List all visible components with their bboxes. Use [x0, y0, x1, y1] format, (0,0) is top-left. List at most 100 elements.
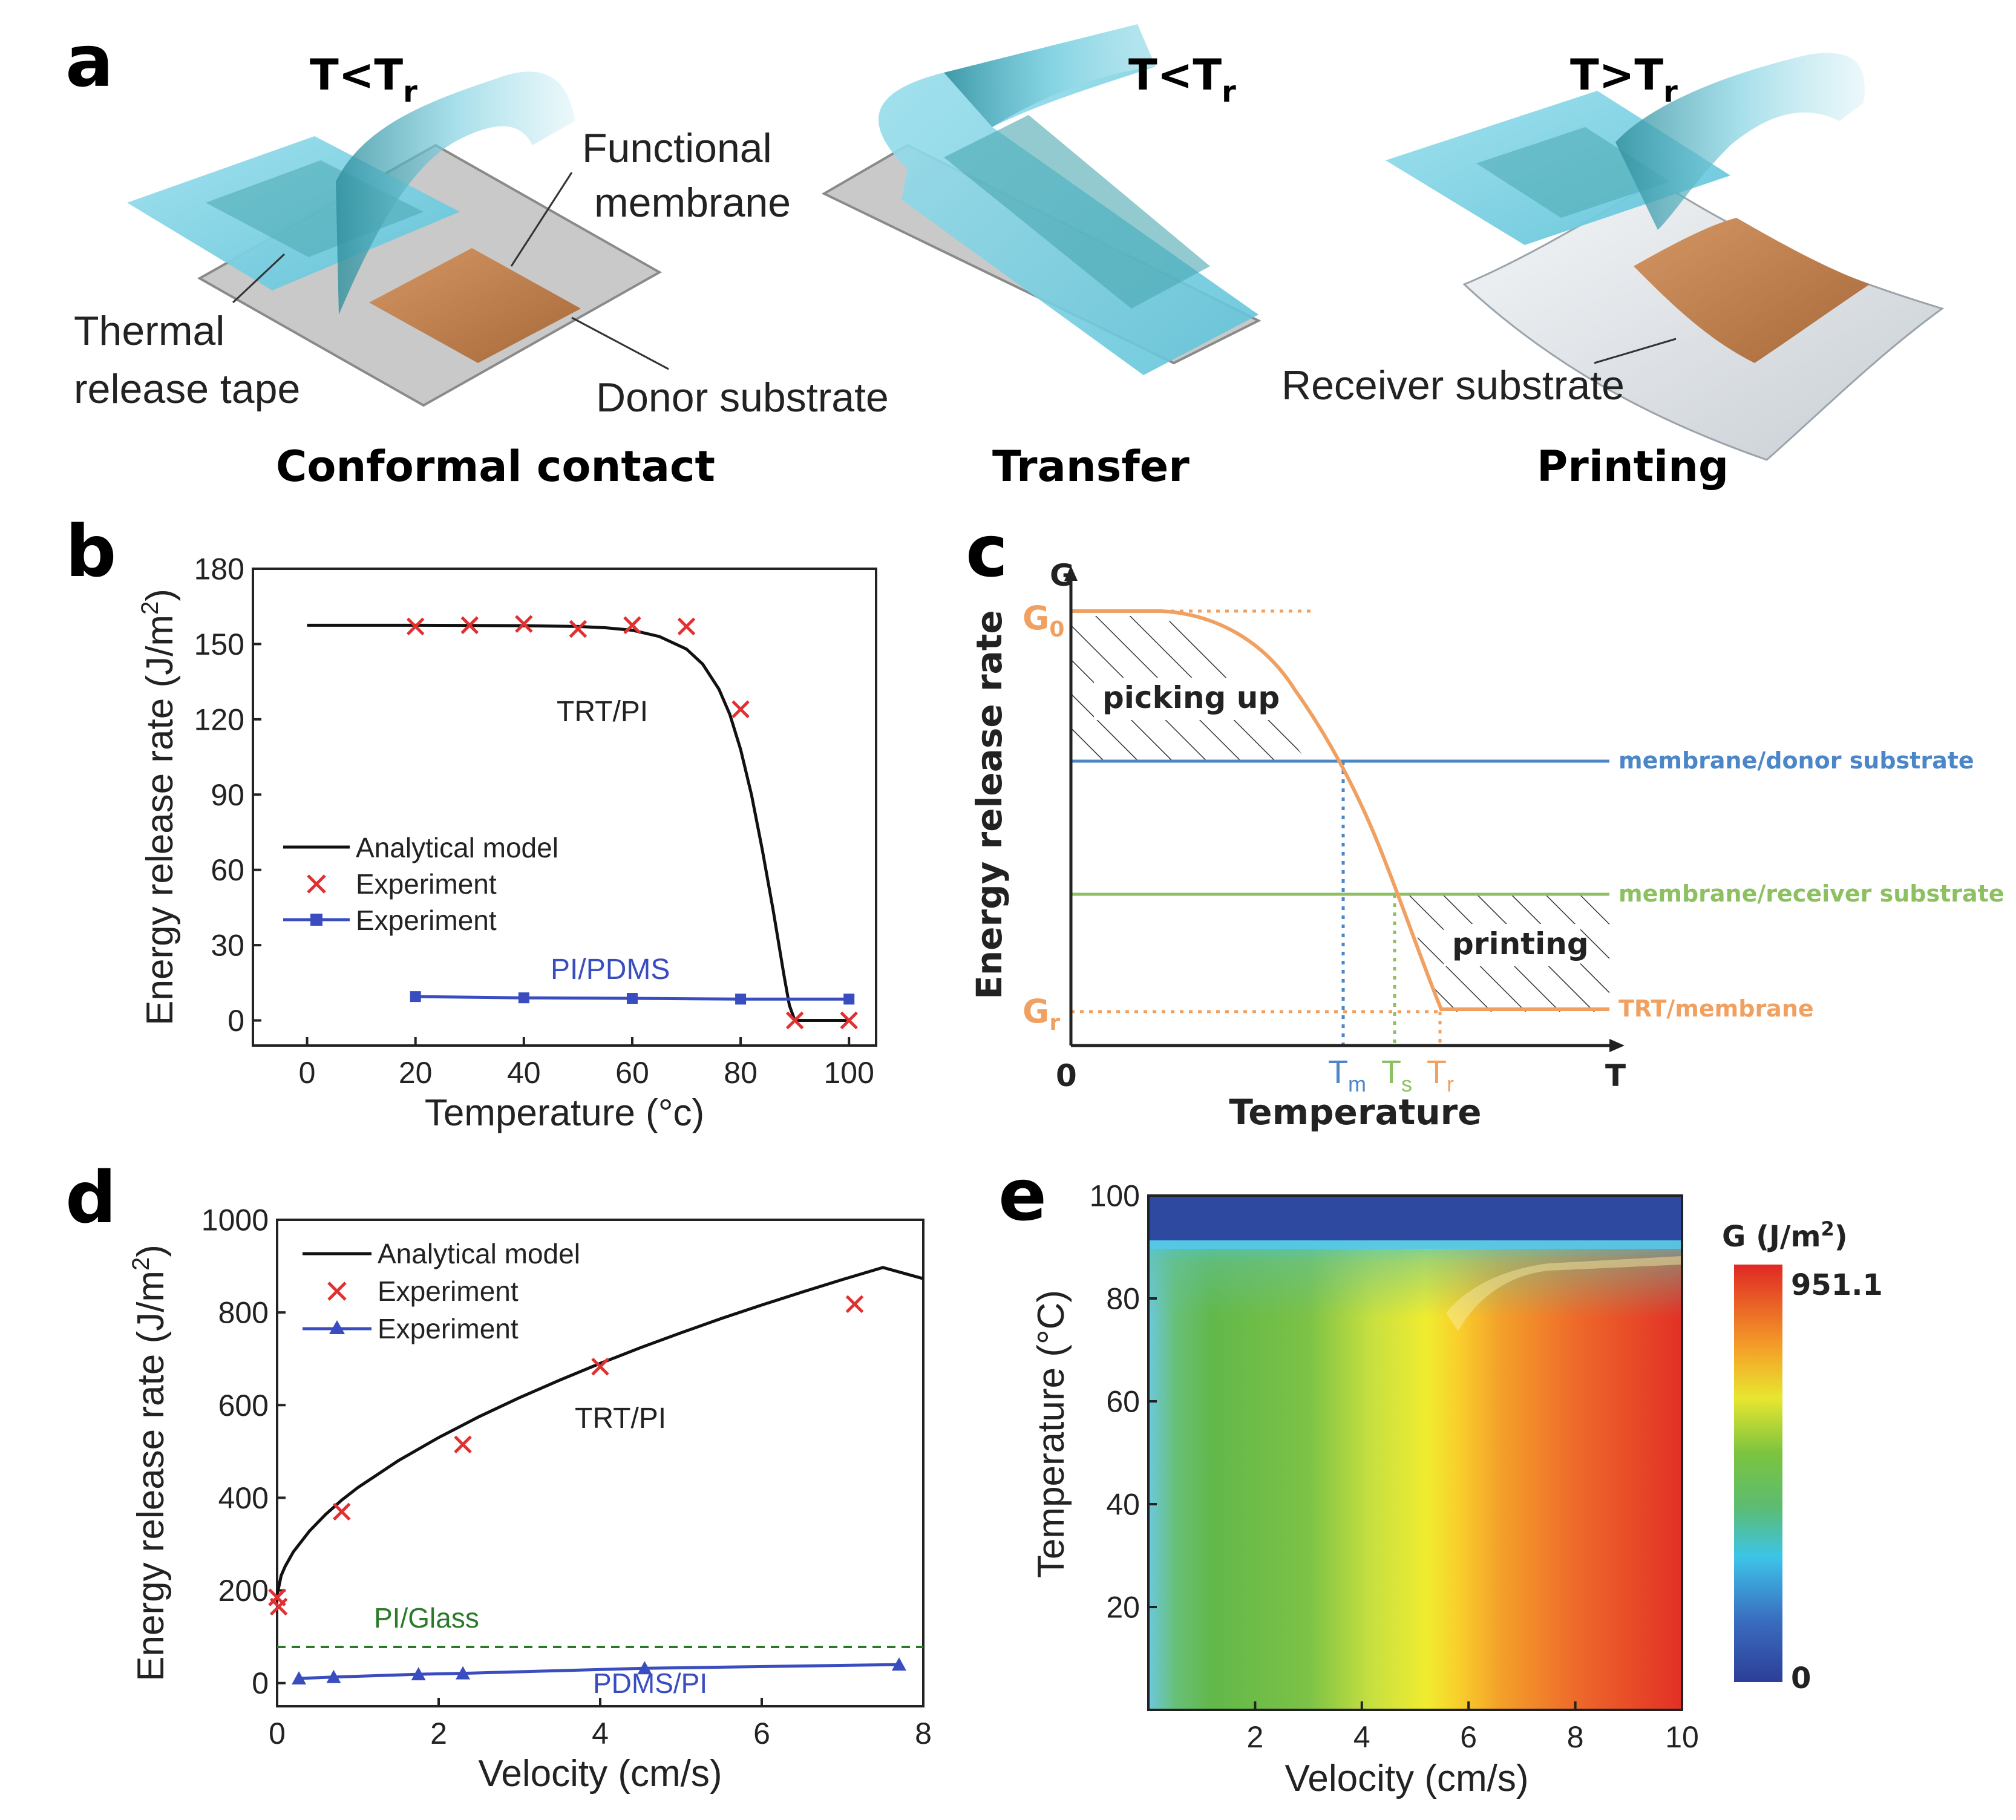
tape-3-curl [1615, 53, 1865, 231]
chart-b-xtick-label: 20 [399, 1056, 433, 1090]
stage-3-illustration [1386, 53, 1945, 461]
chart-d-legend-triangle [329, 1320, 345, 1334]
heatmap-ridge [1446, 1256, 1682, 1331]
stage-3-caption: Printing [1537, 442, 1729, 491]
heatmap-low-region [1148, 1196, 1682, 1240]
c-y-arrow [1064, 566, 1078, 581]
c-ts-label: Ts [1381, 1054, 1412, 1096]
chart-d-pdms-point [411, 1667, 426, 1681]
chart-b-pdms-point [735, 993, 747, 1005]
c-x-arrow [1609, 1039, 1625, 1052]
chart-d-ticks: 0 2 4 6 8 0 200 400 600 800 1000 [201, 1203, 932, 1751]
stage-2-temp: T<Tr [1128, 50, 1236, 109]
panel-label-e: e [998, 1153, 1047, 1237]
chart-e-ytick-label: 40 [1106, 1488, 1140, 1522]
heatmap-edge [1148, 1240, 1682, 1249]
chart-d: 0 2 4 6 8 0 200 400 600 800 1000 TRT/PI PI/Glass P… [128, 1203, 932, 1795]
chart-d-xtick-label: 2 [430, 1717, 447, 1750]
chart-b-exp-point [569, 620, 587, 638]
chart-b-legend-exp2: Experiment [356, 905, 497, 936]
transfer-membrane [944, 115, 1210, 309]
chart-b-xtick-label: 100 [823, 1056, 874, 1090]
chart-d-pdms-point [292, 1671, 307, 1685]
functional-membrane [369, 248, 581, 363]
chart-b-ytick-label: 30 [211, 929, 244, 963]
chart-b-exp-point [623, 616, 641, 635]
chart-b-exp-point [515, 615, 533, 633]
printing-label-bg [1444, 924, 1580, 966]
chart-d-exp-point [845, 1295, 864, 1314]
c-g0-label: G0 [1023, 599, 1064, 642]
label-receiver: Receiver substrate [1281, 362, 1625, 408]
c-ylabel: Energy release rate [969, 610, 1010, 1000]
panel-label-a: a [65, 19, 114, 103]
chart-d-annotation-pdms: PDMS/PI [593, 1668, 707, 1699]
label-functional-2: membrane [594, 180, 791, 226]
chart-b-pdms-point [410, 991, 421, 1003]
chart-e-ytick-label: 60 [1106, 1385, 1140, 1419]
chart-b-pdms-point [843, 993, 855, 1005]
chart-b-xlabel: Temperature (°c) [425, 1092, 704, 1134]
chart-b-legend-x-marker [307, 874, 326, 894]
chart-b-exp-points [406, 615, 858, 1030]
chart-b-ytick-label: 0 [227, 1004, 244, 1038]
chart-d-exp-point [333, 1502, 351, 1521]
chart-d-ytick-label: 0 [252, 1666, 269, 1700]
c-gr-label: Gr [1023, 992, 1060, 1035]
chart-d-pdms-point [891, 1657, 906, 1671]
chart-e: 2 4 6 8 10 20 40 60 80 100 G (J/m2) 951.1 0 Veloc… [1030, 1179, 1883, 1800]
chart-b-ticks: 0 20 40 60 80 100 0 30 60 90 120 150 180 [194, 552, 874, 1090]
chart-d-annotation-glass: PI/Glass [374, 1602, 479, 1634]
chart-b-exp-point [406, 617, 425, 636]
chart-d-xtick-label: 8 [915, 1717, 932, 1750]
chart-e-xtick-label: 2 [1246, 1720, 1263, 1754]
chart-b-annotation-pdms: PI/PDMS [551, 954, 670, 986]
c-donor-label: membrane/donor substrate [1618, 747, 1974, 774]
chart-e-xlabel: Velocity (cm/s) [1285, 1758, 1528, 1799]
label-functional-1: Functional [582, 125, 772, 171]
chart-b-ylabel: Energy release rate (J/m2) [137, 589, 181, 1026]
tape-curl [336, 71, 575, 315]
chart-d-xtick-label: 4 [592, 1717, 609, 1750]
chart-d-legend-exp1: Experiment [378, 1275, 519, 1307]
chart-d-xlabel: Velocity (cm/s) [478, 1753, 722, 1795]
chart-b-legend-exp1: Experiment [356, 868, 497, 900]
chart-b-pdms-points [410, 991, 855, 1005]
chart-b-ytick-label: 90 [211, 778, 244, 812]
stage-1-illustration [127, 71, 669, 407]
label-thermal-1: Thermal [74, 308, 224, 354]
chart-d-ytick-label: 400 [218, 1481, 269, 1515]
chart-d-legend-model: Analytical model [378, 1238, 580, 1269]
chart-b-ytick-label: 150 [194, 627, 244, 661]
chart-e-ylabel: Temperature (°C) [1030, 1290, 1072, 1578]
chart-e-xtick-label: 6 [1460, 1720, 1477, 1754]
colorbar-title: G (J/m2) [1722, 1217, 1848, 1254]
c-g-label: G [1050, 558, 1075, 593]
chart-b-exp-point [677, 617, 696, 636]
pointer-receiver [1594, 338, 1677, 364]
chart-b-pdms-point [626, 993, 638, 1004]
chart-b-exp-point [840, 1011, 858, 1030]
chart-b-xtick-label: 60 [615, 1056, 649, 1090]
colorbar [1734, 1265, 1782, 1682]
chart-e-ytick-label: 80 [1106, 1282, 1140, 1316]
chart-d-pdms-point [456, 1666, 471, 1680]
pointer-donor [571, 316, 669, 370]
label-donor: Donor substrate [596, 375, 889, 421]
chart-d-xtick-label: 0 [269, 1717, 286, 1750]
printed-membrane [1634, 218, 1870, 363]
chart-d-exp-point [591, 1357, 609, 1376]
stage-1-temp: T<Tr [310, 50, 417, 109]
chart-b-ytick-label: 180 [194, 552, 244, 586]
chart-e-xtick-label: 4 [1353, 1720, 1370, 1754]
panel-label-d: d [65, 1156, 116, 1239]
chart-d-ytick-label: 1000 [201, 1203, 269, 1237]
chart-b-ytick-label: 120 [194, 702, 244, 736]
transfer-curl [944, 24, 1156, 127]
c-xlabel: Temperature [1229, 1092, 1481, 1133]
chart-b-ytick-label: 60 [211, 853, 244, 887]
panel-label-c: c [966, 509, 1008, 593]
chart-b-xtick-label: 0 [299, 1056, 316, 1090]
chart-e-frame [1147, 1194, 1683, 1711]
